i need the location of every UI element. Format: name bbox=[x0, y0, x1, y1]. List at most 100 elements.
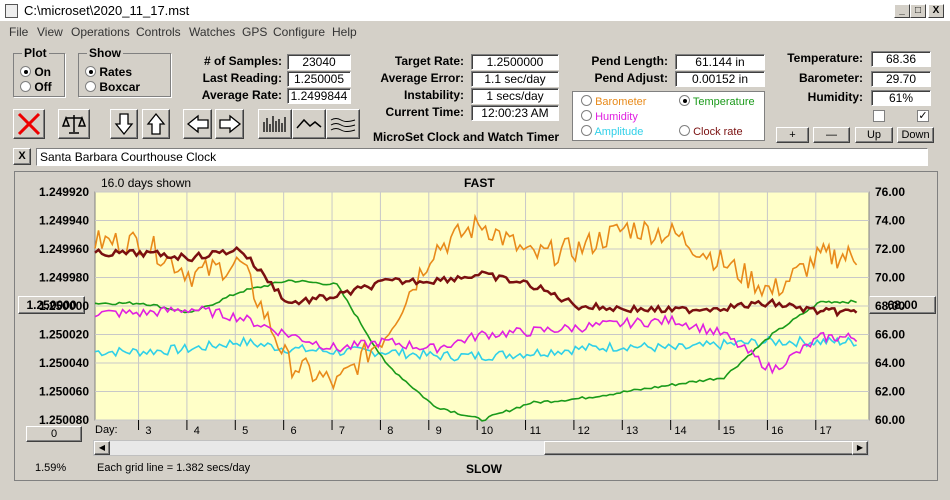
minimize-button[interactable]: _ bbox=[894, 4, 910, 18]
maximize-button[interactable]: □ bbox=[910, 4, 926, 18]
radio-icon bbox=[20, 66, 31, 77]
window-title: C:\microset\2020_11_17.mst bbox=[24, 3, 190, 18]
channel-barometer-radio[interactable]: Barometer bbox=[581, 95, 646, 109]
show-boxcar-radio[interactable]: Boxcar bbox=[85, 80, 140, 94]
close-button[interactable]: X bbox=[928, 4, 944, 18]
menu-configure[interactable]: Configure bbox=[273, 25, 326, 39]
y-left-tick: 1.249940 bbox=[39, 214, 89, 228]
bars-button[interactable] bbox=[258, 109, 292, 139]
day-label: Day: bbox=[95, 424, 118, 436]
y-left-tick: 1.249920 bbox=[39, 185, 89, 199]
app-title-label: MicroSet Clock and Watch Timer bbox=[373, 130, 560, 144]
menu-operations[interactable]: Operations bbox=[71, 25, 130, 39]
channel-humidity-radio[interactable]: Humidity bbox=[581, 110, 638, 124]
menu-watches[interactable]: Watches bbox=[189, 25, 236, 39]
scroll-left-button[interactable]: ◀ bbox=[94, 441, 110, 455]
y-left-tick: 1.250040 bbox=[39, 356, 89, 370]
stop-button[interactable] bbox=[13, 109, 45, 139]
balance-button[interactable] bbox=[58, 109, 90, 139]
menu-bar: File View Operations Controls Watches GP… bbox=[0, 23, 950, 41]
last-reading-label: Last Reading: bbox=[202, 71, 282, 85]
show-legend: Show bbox=[87, 46, 123, 60]
grid-note-label: Each grid line = 1.382 secs/day bbox=[97, 462, 251, 474]
humidity-value: 61% bbox=[871, 90, 931, 106]
y-right-tick: 66.00 bbox=[875, 328, 905, 342]
current-time-label: Current Time: bbox=[385, 105, 464, 119]
checkbox-1[interactable] bbox=[873, 110, 885, 122]
left-arrow-button[interactable] bbox=[183, 109, 212, 139]
series-line-amplitude bbox=[94, 335, 857, 362]
pend-length-label: Pend Length: bbox=[591, 54, 668, 68]
plot-on-radio[interactable]: On bbox=[20, 65, 51, 79]
y-right-tick: 76.00 bbox=[875, 185, 905, 199]
channel-clockrate-radio[interactable]: Clock rate bbox=[679, 125, 743, 139]
plus-button[interactable]: + bbox=[776, 127, 809, 143]
center-rate-button[interactable]: 1.250000 bbox=[18, 296, 85, 314]
chart-panel: 16.0 days shown FAST SLOW Each grid line… bbox=[14, 171, 938, 481]
center-temp-button[interactable]: 68.00 bbox=[869, 296, 936, 314]
scroll-right-button[interactable]: ▶ bbox=[852, 441, 868, 455]
plot-off-radio[interactable]: Off bbox=[20, 80, 52, 94]
line-button[interactable] bbox=[292, 109, 326, 139]
y-right-tick: 64.00 bbox=[875, 356, 905, 370]
wave-graph-icon bbox=[330, 118, 356, 132]
up-arrow-button[interactable] bbox=[142, 109, 170, 139]
menu-help[interactable]: Help bbox=[332, 25, 357, 39]
pend-adjust-label: Pend Adjust: bbox=[594, 71, 668, 85]
radio-icon bbox=[581, 95, 592, 106]
instability-value: 1 secs/day bbox=[471, 88, 559, 104]
radio-icon bbox=[581, 110, 592, 121]
y-left-tick: 1.250060 bbox=[39, 385, 89, 399]
x-tick-label: 4 bbox=[194, 425, 200, 437]
last-reading-value: 1.250005 bbox=[287, 71, 351, 87]
days-shown-label: 16.0 days shown bbox=[101, 176, 192, 190]
average-rate-value: 1.2499844 bbox=[287, 88, 351, 104]
checkbox-2[interactable]: ✓ bbox=[917, 110, 929, 122]
channel-amplitude-radio[interactable]: Amplitude bbox=[581, 125, 643, 139]
clock-name-field[interactable]: Santa Barbara Courthouse Clock bbox=[36, 148, 928, 166]
clear-clock-button[interactable]: X bbox=[13, 148, 31, 165]
balance-scale-icon bbox=[61, 115, 87, 134]
show-rates-radio[interactable]: Rates bbox=[85, 65, 132, 79]
fast-label: FAST bbox=[464, 176, 495, 190]
plot-area: 1.249920 76.00 1.249940 74.00 1.249960 72.00 1… bbox=[39, 185, 905, 437]
plot-legend: Plot bbox=[22, 46, 49, 60]
minus-button[interactable]: — bbox=[813, 127, 850, 143]
y-right-tick: 72.00 bbox=[875, 242, 905, 256]
current-time-value: 12:00:23 AM bbox=[471, 105, 559, 121]
y-left-tick: 1.250080 bbox=[39, 413, 89, 427]
bar-graph-icon bbox=[263, 116, 286, 132]
x-tick-label: 11 bbox=[530, 425, 541, 437]
average-error-label: Average Error: bbox=[380, 71, 464, 85]
right-arrow-button[interactable] bbox=[215, 109, 244, 139]
down-arrow-button[interactable] bbox=[110, 109, 138, 139]
arrow-up-icon bbox=[146, 112, 166, 135]
target-rate-label: Target Rate: bbox=[394, 54, 464, 68]
menu-gps[interactable]: GPS bbox=[242, 25, 268, 39]
x-tick-label: 17 bbox=[820, 425, 832, 437]
channel-selector: Barometer Temperature Humidity Amplitude… bbox=[572, 91, 765, 141]
up-button[interactable]: Up bbox=[855, 127, 893, 143]
temperature-label: Temperature: bbox=[787, 51, 863, 65]
menu-file[interactable]: File bbox=[9, 25, 29, 39]
menu-view[interactable]: View bbox=[37, 25, 63, 39]
y-left-tick: 1.250020 bbox=[39, 328, 89, 342]
smooth-button[interactable] bbox=[326, 109, 360, 139]
radio-icon bbox=[679, 125, 690, 136]
samples-label: # of Samples: bbox=[203, 54, 282, 68]
radio-icon bbox=[20, 81, 31, 92]
radio-icon bbox=[679, 95, 690, 106]
zero-button[interactable]: 0 bbox=[26, 426, 82, 442]
y-left-tick: 1.249980 bbox=[39, 271, 89, 285]
channel-temperature-radio[interactable]: Temperature bbox=[679, 95, 755, 109]
series-line-temperature bbox=[94, 279, 857, 422]
y-left-tick: 1.250000 bbox=[39, 299, 89, 313]
y-right-tick: 60.00 bbox=[875, 413, 905, 427]
app-icon bbox=[5, 4, 18, 18]
plot-group: Plot On Off bbox=[13, 46, 65, 97]
down-button[interactable]: Down bbox=[897, 127, 934, 143]
x-tick-label: 10 bbox=[481, 425, 493, 437]
x-tick-label: 15 bbox=[723, 425, 735, 437]
horizontal-scrollbar[interactable]: ◀ ▶ bbox=[93, 440, 869, 456]
menu-controls[interactable]: Controls bbox=[136, 25, 181, 39]
